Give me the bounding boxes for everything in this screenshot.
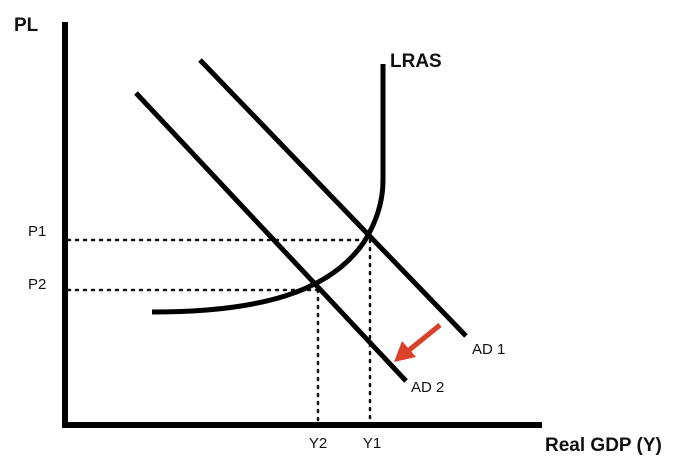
ad1-label: AD 1 bbox=[472, 341, 505, 358]
shift-arrowhead bbox=[394, 341, 416, 362]
x-axis-label: Real GDP (Y) bbox=[545, 435, 662, 456]
p1-label: P1 bbox=[28, 223, 46, 240]
lras-label: LRAS bbox=[390, 51, 442, 72]
ad1-curve bbox=[198, 58, 468, 338]
ad2-label: AD 2 bbox=[411, 379, 444, 396]
y2-label: Y2 bbox=[309, 435, 327, 452]
y-axis-label: PL bbox=[14, 15, 39, 36]
shift-arrow bbox=[406, 323, 442, 353]
y1-label: Y1 bbox=[363, 435, 381, 452]
p2-label: P2 bbox=[28, 276, 46, 293]
ad2-curve bbox=[134, 91, 408, 383]
lras-curve bbox=[151, 64, 386, 315]
